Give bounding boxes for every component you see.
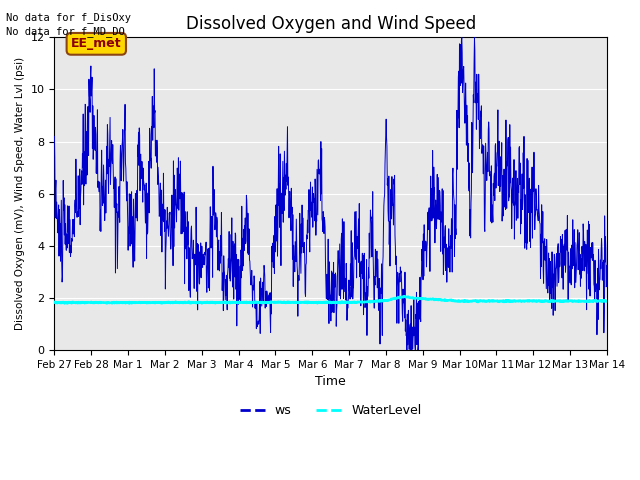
Title: Dissolved Oxygen and Wind Speed: Dissolved Oxygen and Wind Speed <box>186 15 476 33</box>
X-axis label: Time: Time <box>316 375 346 388</box>
Text: No data for f_DisOxy: No data for f_DisOxy <box>6 12 131 23</box>
Text: No data for f_MD_DO: No data for f_MD_DO <box>6 26 125 37</box>
Y-axis label: Dissolved Oxygen (mV), Wind Speed, Water Lvl (psi): Dissolved Oxygen (mV), Wind Speed, Water… <box>15 57 25 330</box>
Legend: ws, WaterLevel: ws, WaterLevel <box>235 399 427 422</box>
Text: EE_met: EE_met <box>71 37 122 50</box>
